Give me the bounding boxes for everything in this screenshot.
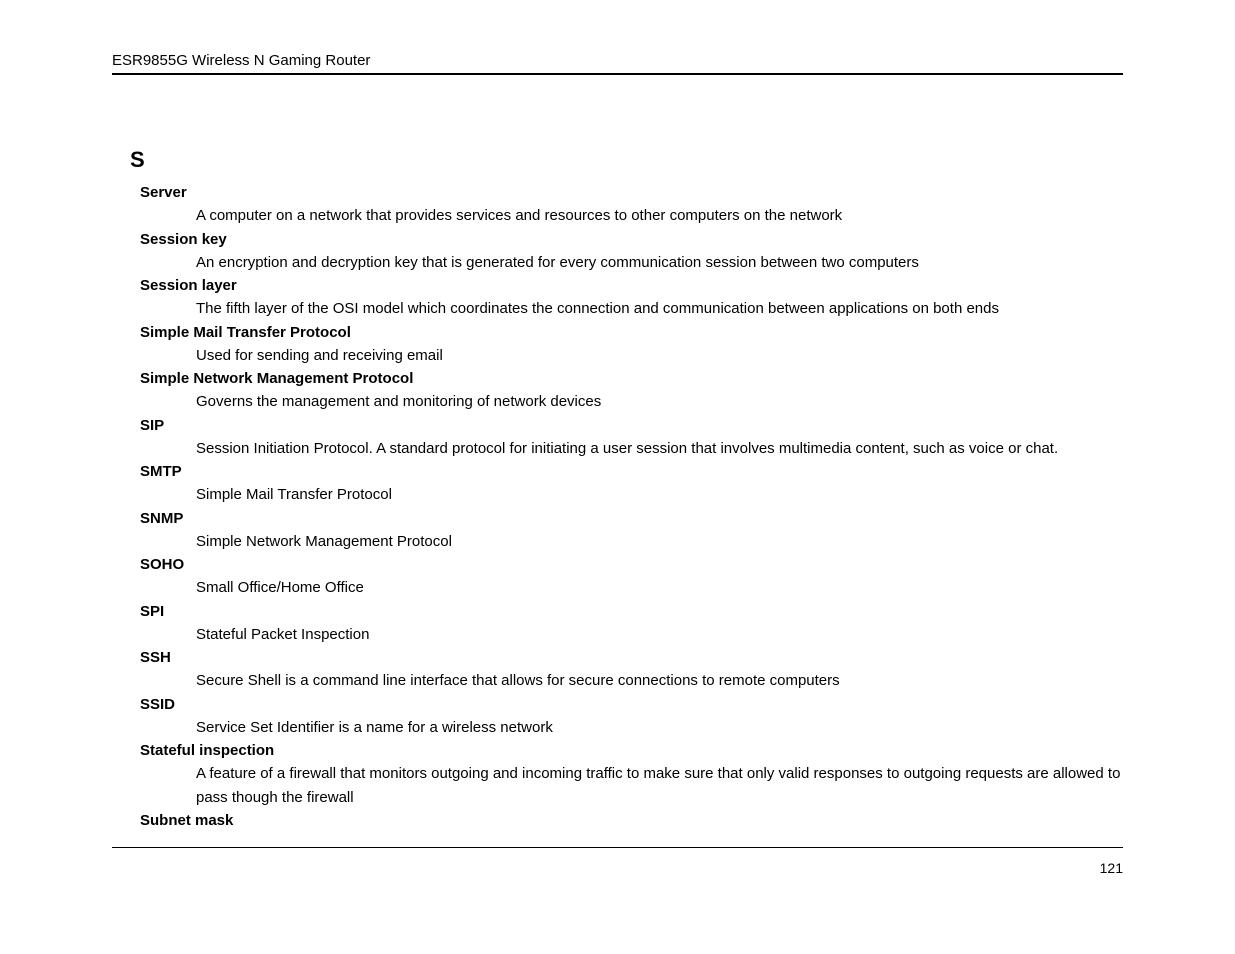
glossary-entry: Simple Network Management Protocol Gover… (140, 367, 1123, 414)
glossary-definition: Governs the management and monitoring of… (196, 390, 1123, 413)
glossary-definition: Simple Mail Transfer Protocol (196, 483, 1123, 506)
glossary-definition: Session Initiation Protocol. A standard … (196, 437, 1123, 460)
glossary-term: Server (140, 181, 1123, 204)
glossary-term: SSID (140, 693, 1123, 716)
glossary-term: Simple Network Management Protocol (140, 367, 1123, 390)
glossary-entry: Session layer The fifth layer of the OSI… (140, 274, 1123, 321)
glossary-term: SIP (140, 414, 1123, 437)
glossary-definition: Used for sending and receiving email (196, 344, 1123, 367)
glossary-term: Stateful inspection (140, 739, 1123, 762)
glossary-entry: Simple Mail Transfer Protocol Used for s… (140, 321, 1123, 368)
glossary-definition: Stateful Packet Inspection (196, 623, 1123, 646)
glossary-term: Simple Mail Transfer Protocol (140, 321, 1123, 344)
glossary-term: SSH (140, 646, 1123, 669)
glossary-term: Session layer (140, 274, 1123, 297)
glossary-entry: SMTP Simple Mail Transfer Protocol (140, 460, 1123, 507)
glossary-entry: SSID Service Set Identifier is a name fo… (140, 693, 1123, 740)
footer-rule (112, 847, 1123, 848)
glossary-entries: Server A computer on a network that prov… (140, 181, 1123, 832)
glossary-entry: SNMP Simple Network Management Protocol (140, 507, 1123, 554)
glossary-term: Subnet mask (140, 809, 1123, 832)
glossary-entry: SSH Secure Shell is a command line inter… (140, 646, 1123, 693)
glossary-definition: A computer on a network that provides se… (196, 204, 1123, 227)
page-number: 121 (1100, 860, 1123, 876)
glossary-term: SPI (140, 600, 1123, 623)
glossary-definition: An encryption and decryption key that is… (196, 251, 1123, 274)
glossary-definition: A feature of a firewall that monitors ou… (196, 762, 1123, 809)
glossary-definition: Small Office/Home Office (196, 576, 1123, 599)
glossary-entry: Subnet mask (140, 809, 1123, 832)
glossary-term: Session key (140, 228, 1123, 251)
glossary-entry: Session key An encryption and decryption… (140, 228, 1123, 275)
glossary-entry: SOHO Small Office/Home Office (140, 553, 1123, 600)
document-page: ESR9855G Wireless N Gaming Router S Serv… (0, 0, 1235, 954)
running-header: ESR9855G Wireless N Gaming Router (112, 52, 1123, 69)
glossary-term: SMTP (140, 460, 1123, 483)
section-letter: S (130, 147, 1123, 173)
glossary-definition: The fifth layer of the OSI model which c… (196, 297, 1123, 320)
glossary-entry: SIP Session Initiation Protocol. A stand… (140, 414, 1123, 461)
glossary-definition: Secure Shell is a command line interface… (196, 669, 1123, 692)
glossary-definition: Service Set Identifier is a name for a w… (196, 716, 1123, 739)
header-rule (112, 73, 1123, 75)
glossary-entry: Stateful inspection A feature of a firew… (140, 739, 1123, 809)
glossary-entry: Server A computer on a network that prov… (140, 181, 1123, 228)
glossary-term: SNMP (140, 507, 1123, 530)
glossary-term: SOHO (140, 553, 1123, 576)
glossary-definition: Simple Network Management Protocol (196, 530, 1123, 553)
glossary-entry: SPI Stateful Packet Inspection (140, 600, 1123, 647)
